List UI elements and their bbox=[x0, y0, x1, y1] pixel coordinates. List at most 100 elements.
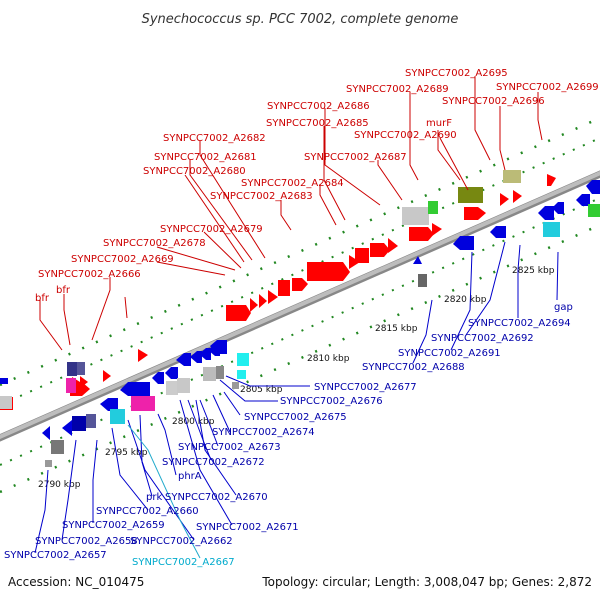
gene-forward[interactable] bbox=[388, 238, 398, 253]
gene-other[interactable] bbox=[0, 396, 12, 409]
gene-reverse[interactable] bbox=[199, 348, 211, 360]
gene-reverse[interactable] bbox=[586, 180, 600, 194]
gene-forward[interactable] bbox=[138, 349, 148, 362]
gene-reverse[interactable] bbox=[576, 194, 590, 206]
gene-forward[interactable] bbox=[547, 174, 556, 186]
gene-forward[interactable] bbox=[226, 305, 251, 321]
gene-reverse[interactable] bbox=[165, 367, 178, 379]
gene-reverse[interactable] bbox=[86, 414, 96, 428]
gene-label: SYNPCC7002_A2683 bbox=[210, 191, 313, 202]
gene-reverse[interactable] bbox=[552, 202, 564, 214]
guide-line-outer-reverse bbox=[0, 223, 600, 494]
accession-text: Accession: NC_010475 bbox=[8, 575, 144, 589]
gene-forward[interactable] bbox=[464, 207, 486, 220]
gene-reverse[interactable] bbox=[62, 420, 72, 436]
gene-other[interactable] bbox=[51, 440, 64, 454]
guide-line-outer bbox=[0, 116, 600, 387]
reverse-strand-genes bbox=[0, 180, 600, 440]
summary-text: Topology: circular; Length: 3,008,047 bp… bbox=[261, 575, 592, 589]
gene-forward[interactable] bbox=[268, 290, 278, 304]
map-title: Synechococcus sp. PCC 7002, complete gen… bbox=[142, 12, 459, 27]
gene-forward[interactable] bbox=[432, 223, 442, 236]
gene-reverse[interactable] bbox=[42, 426, 50, 440]
gene-reverse[interactable] bbox=[538, 206, 554, 220]
gene-other[interactable] bbox=[402, 207, 429, 225]
gene-label: SYNPCC7002_A2667 bbox=[132, 557, 235, 568]
gene-forward[interactable] bbox=[292, 278, 308, 291]
tick-label: 2810 kbp bbox=[307, 354, 350, 364]
gene-other[interactable] bbox=[503, 170, 521, 183]
gene-label: SYNPCC7002_A2657 bbox=[4, 550, 107, 561]
gene-label: SYNPCC7002_A2679 bbox=[160, 224, 263, 235]
gene-label: SYNPCC7002_A2691 bbox=[398, 348, 501, 359]
gene-forward[interactable] bbox=[500, 193, 509, 206]
gene-other[interactable] bbox=[588, 204, 600, 217]
gene-other[interactable] bbox=[166, 381, 178, 395]
gene-forward[interactable] bbox=[259, 294, 267, 308]
gene-other[interactable] bbox=[110, 409, 125, 424]
gene-forward[interactable] bbox=[355, 248, 369, 263]
gene-forward[interactable] bbox=[103, 370, 111, 382]
gene-other[interactable] bbox=[232, 382, 239, 389]
gene-other[interactable] bbox=[216, 366, 224, 379]
gene-label: prk bbox=[146, 492, 162, 503]
gene-other[interactable] bbox=[237, 353, 249, 366]
gene-reverse[interactable] bbox=[490, 226, 506, 238]
gene-other[interactable] bbox=[66, 378, 76, 393]
gene-reverse[interactable] bbox=[210, 340, 227, 354]
gene-other[interactable] bbox=[131, 396, 155, 411]
gene-label: gap bbox=[554, 302, 573, 313]
forward-leader-lines bbox=[39, 76, 543, 351]
gene-reverse[interactable] bbox=[77, 362, 85, 375]
gene-label: SYNPCC7002_A2666 bbox=[38, 269, 141, 280]
scale-ticks: 2790 kbp 2795 kbp 2800 kbp 2805 kbp 2810… bbox=[38, 266, 555, 490]
gene-other[interactable] bbox=[203, 367, 216, 381]
gene-label: SYNPCC7002_A2689 bbox=[346, 84, 449, 95]
gene-other[interactable] bbox=[458, 187, 483, 203]
gene-reverse[interactable] bbox=[67, 362, 77, 376]
gene-label: SYNPCC7002_A2690 bbox=[354, 130, 457, 141]
tick-label: 2790 kbp bbox=[38, 480, 81, 490]
gene-other[interactable] bbox=[428, 201, 438, 214]
gene-reverse[interactable] bbox=[120, 382, 150, 396]
rna-leader-line bbox=[127, 424, 201, 559]
gene-reverse[interactable] bbox=[72, 416, 86, 431]
gene-label: SYNPCC7002_A2685 bbox=[266, 118, 369, 129]
gene-other[interactable] bbox=[237, 370, 246, 379]
gene-reverse[interactable] bbox=[0, 378, 8, 384]
gene-reverse[interactable] bbox=[453, 236, 474, 250]
gene-forward[interactable] bbox=[513, 190, 522, 203]
tick-label: 2815 kbp bbox=[375, 324, 418, 334]
gene-label: murF bbox=[426, 118, 452, 129]
gene-label: SYNPCC7002_A2694 bbox=[468, 318, 571, 329]
gene-label: SYNPCC7002_A2682 bbox=[163, 133, 266, 144]
tick-label: 2820 kbp bbox=[444, 295, 487, 305]
gene-other[interactable] bbox=[543, 222, 560, 237]
gene-forward[interactable] bbox=[370, 243, 390, 257]
gene-reverse[interactable] bbox=[413, 256, 422, 264]
gene-forward[interactable] bbox=[278, 280, 290, 296]
gene-forward[interactable] bbox=[307, 262, 350, 281]
tick-label: 2800 kbp bbox=[172, 417, 215, 427]
gene-label: SYNPCC7002_A2680 bbox=[143, 166, 246, 177]
gene-label: SYNPCC7002_A2670 bbox=[165, 492, 268, 503]
gene-label: SYNPCC7002_A2676 bbox=[280, 396, 383, 407]
gene-forward[interactable] bbox=[250, 298, 258, 312]
gene-other[interactable] bbox=[45, 460, 52, 467]
gene-label: SYNPCC7002_A2687 bbox=[304, 152, 407, 163]
tick-label: 2795 kbp bbox=[105, 448, 148, 458]
gene-reverse[interactable] bbox=[152, 372, 164, 384]
gene-forward[interactable] bbox=[80, 376, 88, 388]
forward-gene-labels: SYNPCC7002_A2695 SYNPCC7002_A2699 SYNPCC… bbox=[35, 68, 599, 304]
gene-reverse[interactable] bbox=[100, 398, 118, 411]
gene-other[interactable] bbox=[177, 378, 190, 393]
gene-reverse[interactable] bbox=[176, 353, 191, 366]
reverse-leader-lines bbox=[34, 241, 559, 554]
gene-label: SYNPCC7002_A2686 bbox=[267, 101, 370, 112]
gene-other[interactable] bbox=[418, 274, 427, 287]
gene-forward[interactable] bbox=[409, 227, 434, 241]
gene-forward[interactable] bbox=[349, 255, 360, 269]
gene-label: SYNPCC7002_A2677 bbox=[314, 382, 417, 393]
gene-label: SYNPCC7002_A2658 bbox=[35, 536, 138, 547]
